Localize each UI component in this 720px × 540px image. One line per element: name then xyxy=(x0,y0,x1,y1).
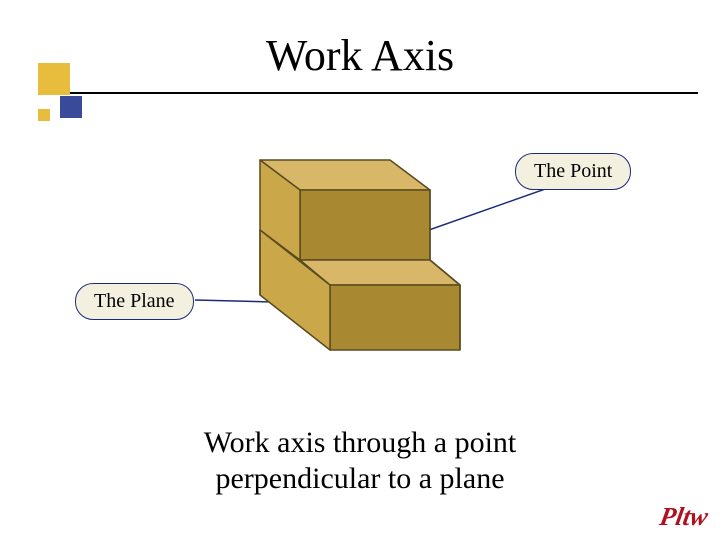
logo: Pltw xyxy=(658,502,711,532)
callout-point-label: The Point xyxy=(534,160,612,182)
caption: Work axis through a point perpendicular … xyxy=(0,425,720,497)
callout-plane-label: The Plane xyxy=(94,290,175,312)
isometric-block-diagram xyxy=(200,130,480,380)
caption-line-1: Work axis through a point xyxy=(204,426,517,459)
callout-point: The Point xyxy=(515,153,631,190)
caption-line-2: perpendicular to a plane xyxy=(215,462,504,495)
callout-plane: The Plane xyxy=(75,283,194,320)
